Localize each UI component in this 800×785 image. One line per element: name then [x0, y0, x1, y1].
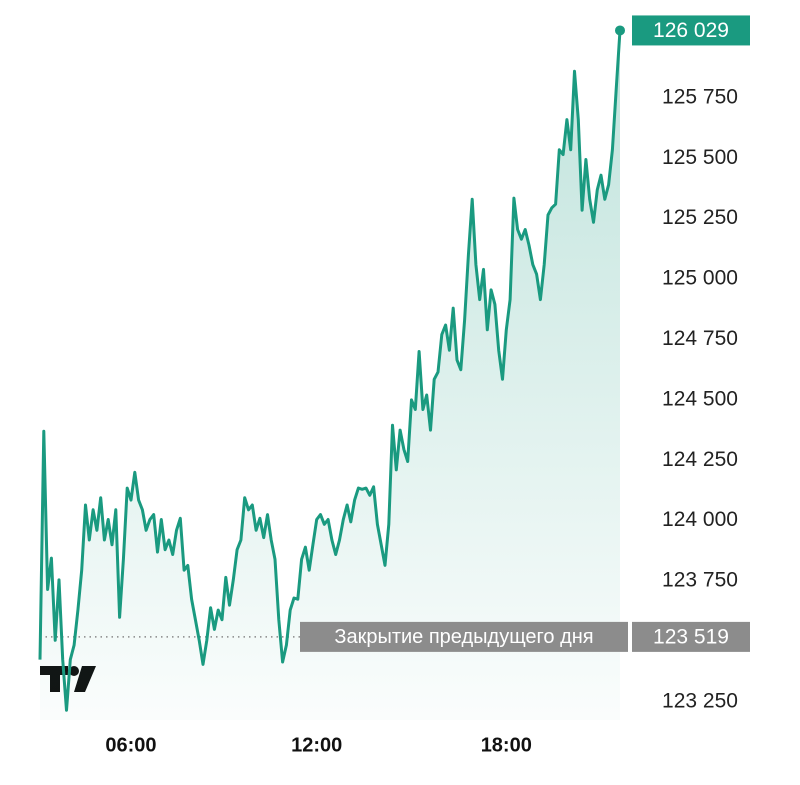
area	[40, 30, 620, 720]
reference-text: Закрытие предыдущего дня	[334, 626, 593, 648]
y-tick-label: 124 000	[662, 508, 738, 531]
x-tick-label: 18:00	[481, 734, 532, 756]
y-tick-label: 123 750	[662, 569, 738, 592]
reference-text-box	[300, 621, 628, 652]
y-tick-label: 125 500	[662, 146, 738, 169]
reference-price-box	[632, 621, 750, 652]
x-tick-label: 06:00	[105, 734, 156, 756]
reference-price: 123 519	[653, 625, 729, 648]
y-tick-label: 125 750	[662, 85, 738, 108]
last-point	[615, 25, 625, 36]
y-tick-label: 123 250	[662, 689, 738, 712]
y-tick-label: 124 250	[662, 448, 738, 471]
y-tick-label: 125 250	[662, 206, 738, 229]
y-tick-label: 124 500	[662, 387, 738, 410]
y-tick-label: 124 750	[662, 327, 738, 350]
line	[38, 30, 622, 712]
y-tick-label: 125 000	[662, 267, 738, 290]
last-price: 126 029	[653, 19, 729, 42]
last-price-box	[632, 15, 750, 46]
x-tick-label: 12:00	[291, 734, 342, 756]
